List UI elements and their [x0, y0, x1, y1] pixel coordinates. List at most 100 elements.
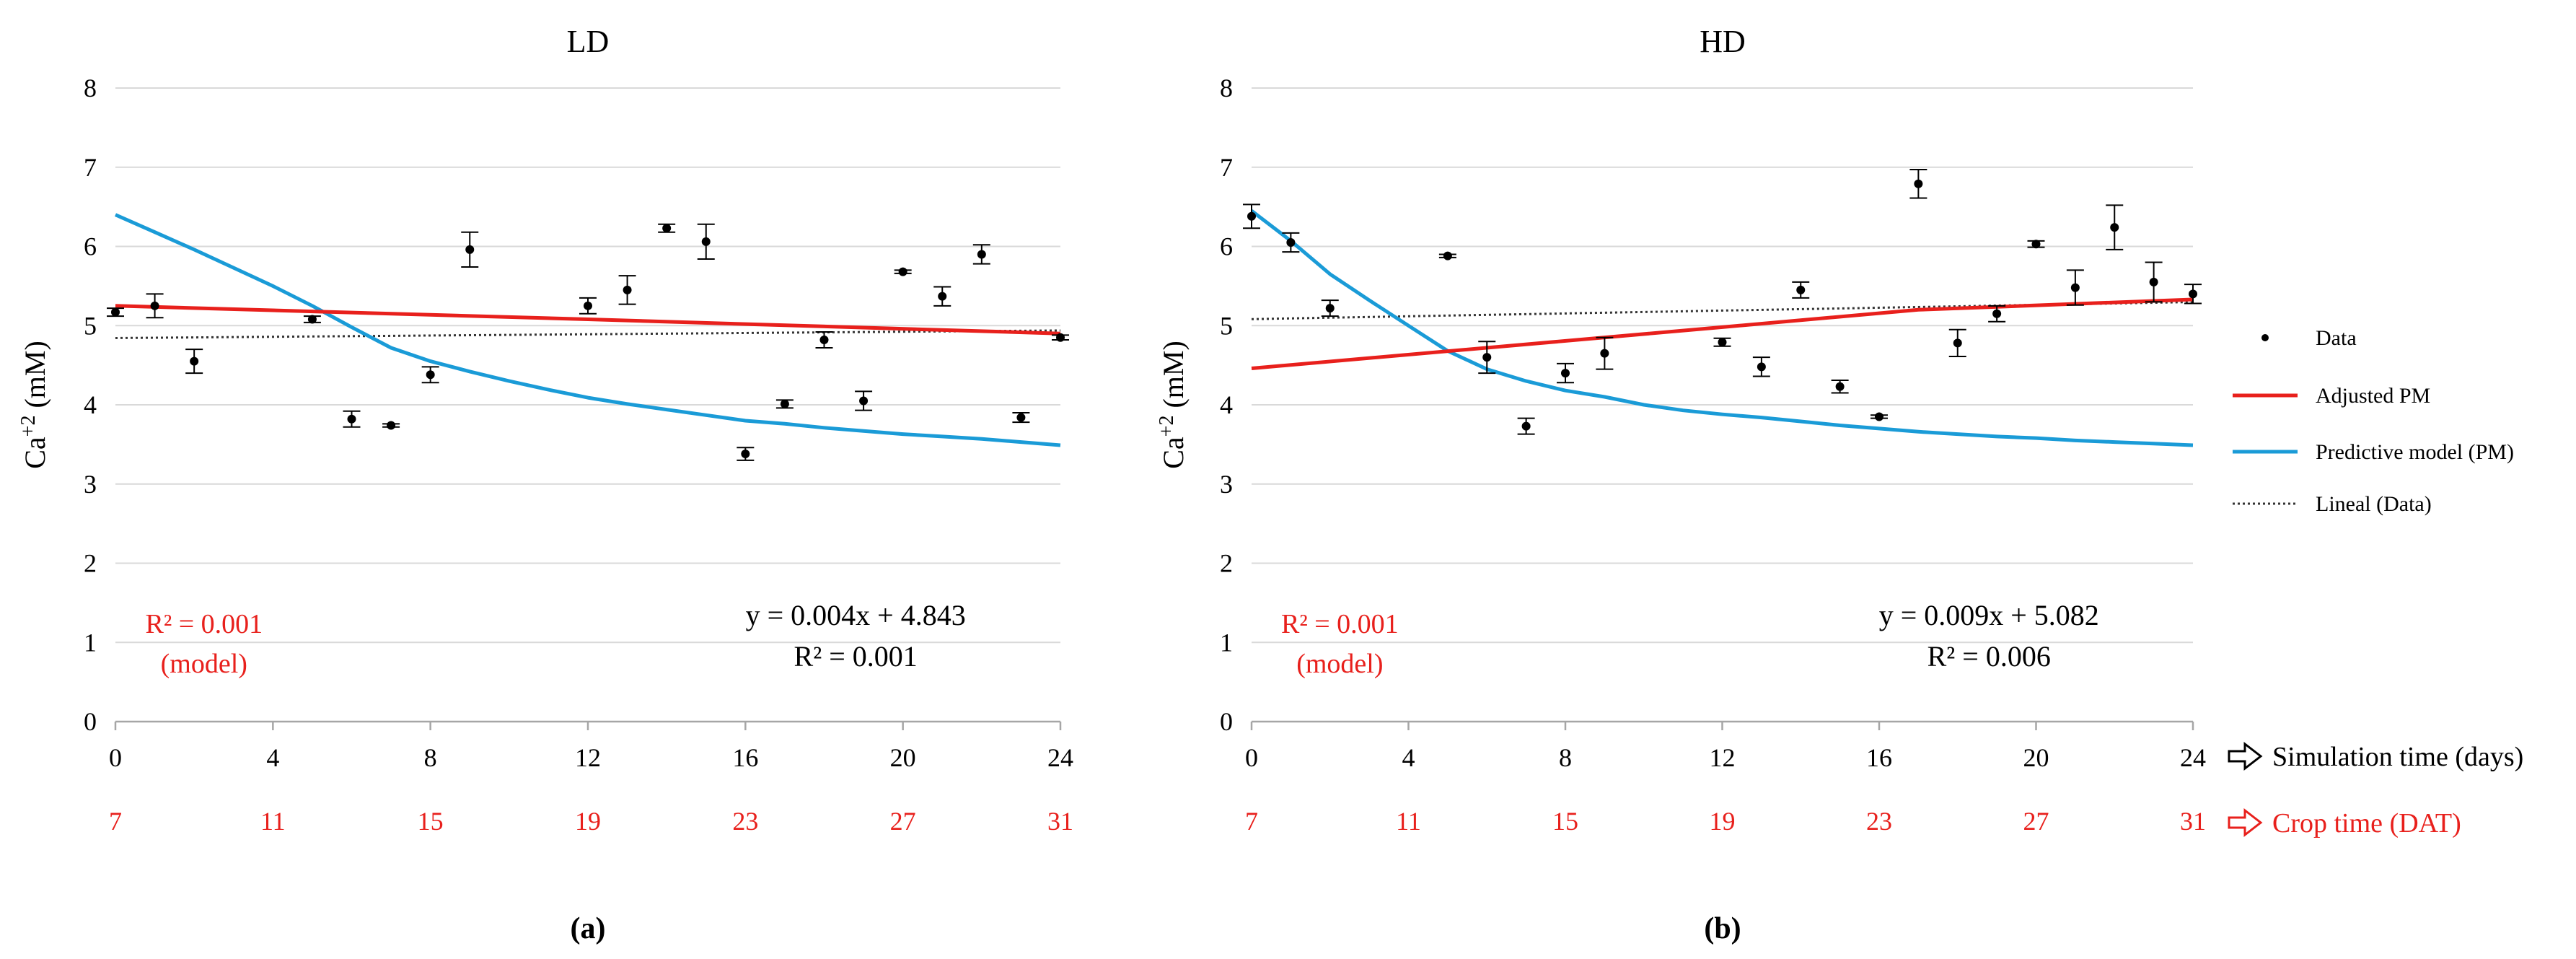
crop-tick-label: 15: [1552, 807, 1578, 836]
trend-r2: R² = 0.001: [794, 640, 918, 673]
model-r2-label: (model): [161, 649, 247, 679]
crop-tick-label: 23: [1866, 807, 1892, 836]
x-tick-label: 24: [1047, 743, 1073, 772]
data-point: [1718, 338, 1727, 347]
data-point: [1835, 382, 1845, 391]
x-tick-label: 4: [1402, 743, 1415, 772]
legend-item: Adjusted PM: [2233, 384, 2430, 408]
data-point: [859, 396, 869, 406]
data-point: [111, 307, 120, 317]
y-tick-label: 0: [84, 707, 97, 736]
x-tick-label: 12: [575, 743, 601, 772]
crop-time-label: Crop time (DAT): [2272, 808, 2461, 838]
legend-swatch-dot: [2261, 334, 2269, 341]
data-point: [898, 267, 907, 276]
data-point: [1521, 421, 1531, 431]
model-r2: R² = 0.001: [1281, 609, 1399, 639]
x-tick-label: 16: [732, 743, 758, 772]
data-point: [1482, 353, 1492, 362]
data-point: [1953, 338, 1962, 348]
data-point: [662, 224, 672, 233]
chart-title: HD: [1700, 24, 1746, 59]
data-point: [819, 336, 829, 345]
y-tick-label: 6: [1220, 232, 1233, 261]
data-point: [426, 370, 435, 380]
y-tick-label: 3: [1220, 470, 1233, 499]
data-point: [1016, 413, 1026, 422]
crop-tick-label: 15: [418, 807, 444, 836]
lineal-trend-line: [115, 329, 1061, 339]
legend-item: Predictive model (PM): [2233, 440, 2514, 464]
data-point: [1286, 238, 1296, 248]
data-point: [150, 301, 159, 310]
y-tick-label: 2: [84, 549, 97, 578]
data-point: [1796, 285, 1806, 294]
y-tick-label: 6: [84, 232, 97, 261]
trend-equation: y = 0.009x + 5.082: [1879, 599, 2099, 631]
y-tick-label: 3: [84, 470, 97, 499]
y-tick-label: 1: [84, 628, 97, 657]
data-point: [1561, 369, 1570, 378]
data-point: [1247, 211, 1256, 221]
x-tick-label: 12: [1710, 743, 1736, 772]
data-point: [1056, 333, 1065, 342]
crop-tick-label: 27: [2023, 807, 2049, 836]
legend: Data Adjusted PM Predictive model (PM) Line…: [2233, 326, 2514, 516]
chart-title: LD: [567, 24, 610, 59]
crop-tick-label: 31: [1047, 807, 1073, 836]
crop-tick-label: 23: [732, 807, 758, 836]
data-point: [1600, 349, 1609, 358]
y-tick-label: 7: [84, 153, 97, 182]
crop-tick-label: 11: [1396, 807, 1421, 836]
x-tick-label: 8: [424, 743, 437, 772]
y-axis-label-unit: (mM): [1157, 341, 1190, 415]
data-point: [1914, 179, 1923, 188]
legend-label: Predictive model (PM): [2316, 440, 2514, 464]
legend-item: Data: [2261, 326, 2357, 350]
legend-label: Data: [2316, 326, 2357, 350]
model-r2: R² = 0.001: [145, 609, 263, 639]
simulation-time-label: Simulation time (days): [2272, 742, 2523, 772]
model-r2-label: (model): [1296, 649, 1383, 679]
data-point: [1325, 304, 1335, 313]
x-tick-label: 8: [1559, 743, 1572, 772]
data-point: [1757, 362, 1766, 372]
data-point: [938, 292, 947, 301]
data-point: [2149, 277, 2158, 286]
axis-notes: Simulation time (days) Crop time (DAT): [2228, 741, 2523, 838]
data-point: [2031, 240, 2041, 249]
crop-tick-label: 31: [2180, 807, 2206, 836]
data-point: [465, 245, 475, 254]
data-point: [307, 315, 317, 324]
trend-r2: R² = 0.006: [1927, 640, 2051, 673]
crop-tick-label: 7: [109, 807, 122, 836]
data-point: [2189, 289, 2197, 299]
x-tick-label: 16: [1866, 743, 1892, 772]
adjusted-pm-line: [115, 304, 1061, 336]
predictive-model-line: [114, 213, 1061, 447]
data-point: [1875, 412, 1883, 421]
y-axis-label: Ca+2 (mM): [17, 341, 51, 469]
x-tick-label: 20: [2023, 743, 2049, 772]
y-tick-label: 4: [1220, 390, 1233, 419]
data-point: [977, 250, 986, 259]
y-tick-label: 8: [1220, 74, 1233, 102]
y-tick-label: 4: [84, 390, 97, 419]
y-tick-label: 1: [1220, 628, 1233, 657]
y-tick-label: 5: [84, 311, 97, 340]
data-point: [347, 414, 356, 424]
panel-label: (a): [571, 912, 606, 945]
legend-item: Lineal (Data): [2233, 492, 2432, 516]
y-axis-label-unit: (mM): [19, 341, 51, 415]
y-tick-label: 2: [1220, 549, 1233, 578]
legend-label: Adjusted PM: [2316, 384, 2430, 408]
panel-a: LD012345678074118151219162320272431Ca+2 …: [17, 24, 1073, 945]
simulation-arrow-icon: [2228, 741, 2263, 771]
x-tick-label: 4: [266, 743, 279, 772]
y-axis-label-main: Ca: [1157, 437, 1190, 469]
predictive-model-line: [1250, 209, 2194, 447]
crop-tick-label: 7: [1245, 807, 1258, 836]
panel-label: (b): [1704, 912, 1741, 945]
data-point: [2070, 283, 2080, 292]
